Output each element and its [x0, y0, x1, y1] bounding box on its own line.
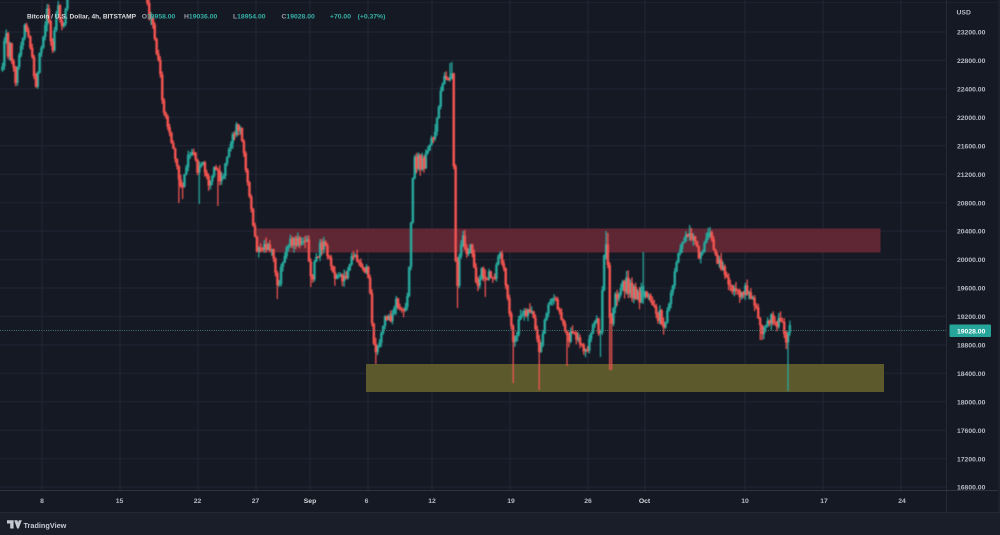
svg-text:USD: USD [957, 10, 971, 17]
svg-text:24: 24 [898, 498, 906, 505]
svg-text:19600.00: 19600.00 [957, 286, 986, 293]
svg-text:L18954.00: L18954.00 [233, 14, 266, 21]
svg-text:19200.00: 19200.00 [957, 314, 986, 321]
svg-text:10: 10 [741, 498, 749, 505]
svg-text:23200.00: 23200.00 [957, 30, 986, 37]
svg-text:20400.00: 20400.00 [957, 229, 986, 236]
svg-text:Sep: Sep [304, 498, 316, 505]
svg-text:26: 26 [584, 498, 592, 505]
svg-text:21600.00: 21600.00 [957, 143, 986, 150]
svg-text:12: 12 [428, 498, 436, 505]
svg-text:17200.00: 17200.00 [957, 456, 986, 463]
svg-text:20000.00: 20000.00 [957, 257, 986, 264]
svg-text:H19036.00: H19036.00 [184, 14, 217, 21]
svg-text:22000.00: 22000.00 [957, 115, 986, 122]
svg-text:6: 6 [365, 498, 369, 505]
svg-text:27: 27 [252, 498, 260, 505]
svg-text:16800.00: 16800.00 [957, 485, 986, 492]
svg-text:20800.00: 20800.00 [957, 200, 986, 207]
svg-text:C19028.00: C19028.00 [282, 14, 315, 21]
svg-text:17: 17 [820, 498, 828, 505]
svg-text:19: 19 [507, 498, 515, 505]
svg-text:Oct: Oct [639, 498, 651, 505]
svg-text:15: 15 [116, 498, 124, 505]
svg-text:Bitcoin / U.S. Dollar, 4h, BIT: Bitcoin / U.S. Dollar, 4h, BITSTAMP [27, 14, 137, 21]
svg-text:8: 8 [40, 498, 44, 505]
svg-text:18800.00: 18800.00 [957, 343, 986, 350]
svg-text:(+0.37%): (+0.37%) [358, 14, 386, 21]
svg-text:O18958.00: O18958.00 [142, 14, 176, 21]
svg-text:+70.00: +70.00 [330, 14, 351, 21]
svg-text:22800.00: 22800.00 [957, 58, 986, 65]
svg-text:22: 22 [194, 498, 202, 505]
svg-text:17600.00: 17600.00 [957, 428, 986, 435]
svg-text:21200.00: 21200.00 [957, 172, 986, 179]
svg-text:18400.00: 18400.00 [957, 371, 986, 378]
svg-text:22400.00: 22400.00 [957, 87, 986, 94]
svg-text:18000.00: 18000.00 [957, 399, 986, 406]
svg-text:TradingView: TradingView [24, 521, 67, 530]
svg-text:19028.00: 19028.00 [957, 329, 986, 336]
